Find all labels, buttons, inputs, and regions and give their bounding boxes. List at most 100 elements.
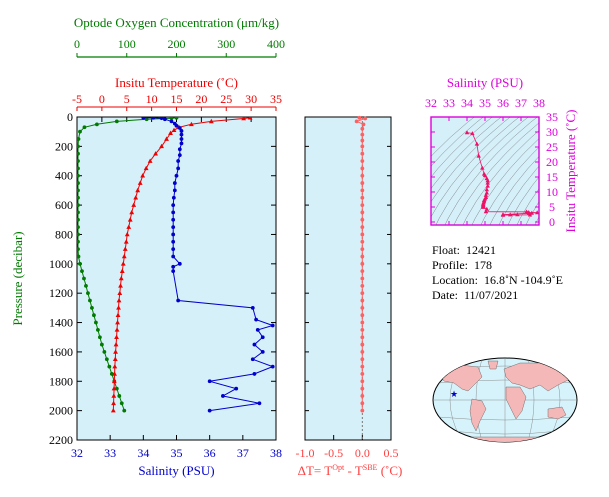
salinity-point: [171, 225, 176, 230]
salinity-point: [177, 147, 182, 152]
delta-point: [354, 119, 359, 124]
delta-point: [360, 159, 365, 163]
delta-point: [360, 372, 365, 376]
delta-point: [360, 283, 365, 288]
oxygen-point: [77, 195, 80, 200]
salinity-point: [179, 137, 184, 141]
temperature-point: [164, 136, 169, 141]
ts-isopycnal-line: [435, 117, 529, 225]
salinity-tick-label: 32: [71, 446, 83, 460]
temperature-point: [116, 297, 122, 303]
salinity-point: [171, 203, 176, 207]
temperature-point: [115, 312, 121, 318]
delta-point: [360, 342, 365, 347]
temperature-tick-label: 10: [146, 92, 158, 106]
oxygen-tick-label: 300: [217, 37, 235, 51]
oxygen-point: [95, 122, 99, 127]
ts-point: [476, 153, 481, 158]
delta-point: [360, 195, 365, 200]
salinity-tick-label: 33: [104, 446, 116, 460]
salinity-point: [171, 195, 176, 200]
ts-isopycnal-line: [431, 117, 493, 178]
y-tick-label: 400: [55, 169, 73, 183]
delta-point: [360, 276, 365, 281]
delta-point: [360, 335, 365, 340]
y-tick-label: 1200: [49, 286, 73, 300]
oxygen-point: [77, 254, 81, 259]
location-row: Location: 16.8˚N -104.9˚E: [432, 273, 563, 288]
y-tick-label: 1000: [49, 257, 73, 271]
delta-point: [360, 305, 365, 310]
date-label: Date:: [432, 288, 458, 302]
salinity-point: [141, 117, 146, 120]
ts-x-axis-label: Salinity (PSU): [447, 75, 523, 90]
temperature-point: [140, 173, 146, 178]
temperature-point: [153, 151, 159, 156]
delta-label-part: SBE: [363, 463, 378, 472]
salinity-axis-label: Salinity (PSU): [138, 463, 214, 478]
temperature-point: [112, 363, 118, 369]
delta-point: [360, 386, 365, 391]
y-tick-label: 200: [55, 139, 73, 153]
delta-point: [360, 166, 365, 171]
salinity-point: [207, 408, 212, 413]
temperature-point: [113, 349, 118, 354]
salinity-point: [171, 254, 176, 259]
ts-x-tick-label: 38: [533, 96, 545, 110]
delta-point: [360, 126, 365, 131]
salinity-point: [179, 132, 184, 137]
ts-x-tick-label: 36: [497, 96, 509, 110]
delta-point: [360, 144, 365, 149]
salinity-point: [174, 173, 179, 178]
temperature-point: [133, 195, 139, 200]
oxygen-point: [77, 239, 80, 244]
delta-tick-label: -0.5: [324, 446, 343, 460]
land-south-america: [469, 398, 487, 432]
temperature-point: [168, 130, 173, 135]
temperature-tick-label: 25: [220, 92, 232, 106]
delta-point: [360, 254, 365, 259]
temperature-point: [120, 261, 126, 266]
land-africa: [505, 386, 527, 420]
salinity-point: [176, 159, 181, 163]
ts-isopycnal-line: [471, 138, 539, 225]
salinity-point: [177, 261, 182, 266]
delta-label-part: Opt: [332, 463, 345, 472]
ts-point: [464, 130, 470, 135]
oxygen-point: [77, 144, 80, 149]
y-tick-label: 0: [67, 110, 73, 124]
temperature-point: [124, 231, 130, 237]
temperature-point: [241, 117, 247, 121]
delta-point: [360, 210, 365, 215]
main-plot-area: [76, 116, 277, 441]
ts-isopycnal-line: [431, 117, 484, 167]
ts-point: [482, 173, 488, 178]
oxygen-point: [77, 217, 80, 222]
salinity-point: [172, 188, 177, 193]
y-tick-label: 2200: [49, 433, 73, 447]
temperature-point: [159, 143, 164, 149]
ts-isopycnal-line: [462, 130, 539, 225]
delta-point: [360, 357, 365, 362]
salinity-point: [159, 117, 164, 121]
ts-point: [500, 212, 506, 217]
temperature-point: [119, 268, 125, 273]
salinity-point: [162, 117, 167, 122]
temperature-tick-label: -5: [72, 92, 82, 106]
salinity-point: [177, 153, 182, 158]
land-antarctica: [449, 436, 561, 442]
temperature-point: [111, 400, 116, 406]
delta-label-part: (˚C): [377, 463, 402, 478]
oxygen-point: [80, 269, 84, 274]
date-value: 11/07/2021: [464, 288, 519, 302]
temperature-point: [131, 202, 137, 207]
ts-point: [485, 180, 490, 185]
oxygen-point: [77, 232, 80, 237]
ts-point: [529, 210, 534, 215]
oxygen-point: [114, 119, 119, 124]
salinity-point: [250, 305, 255, 310]
oxygen-point: [82, 125, 87, 130]
temperature-point: [118, 283, 123, 288]
ts-point: [474, 141, 480, 146]
y-tick-label: 1600: [49, 345, 73, 359]
